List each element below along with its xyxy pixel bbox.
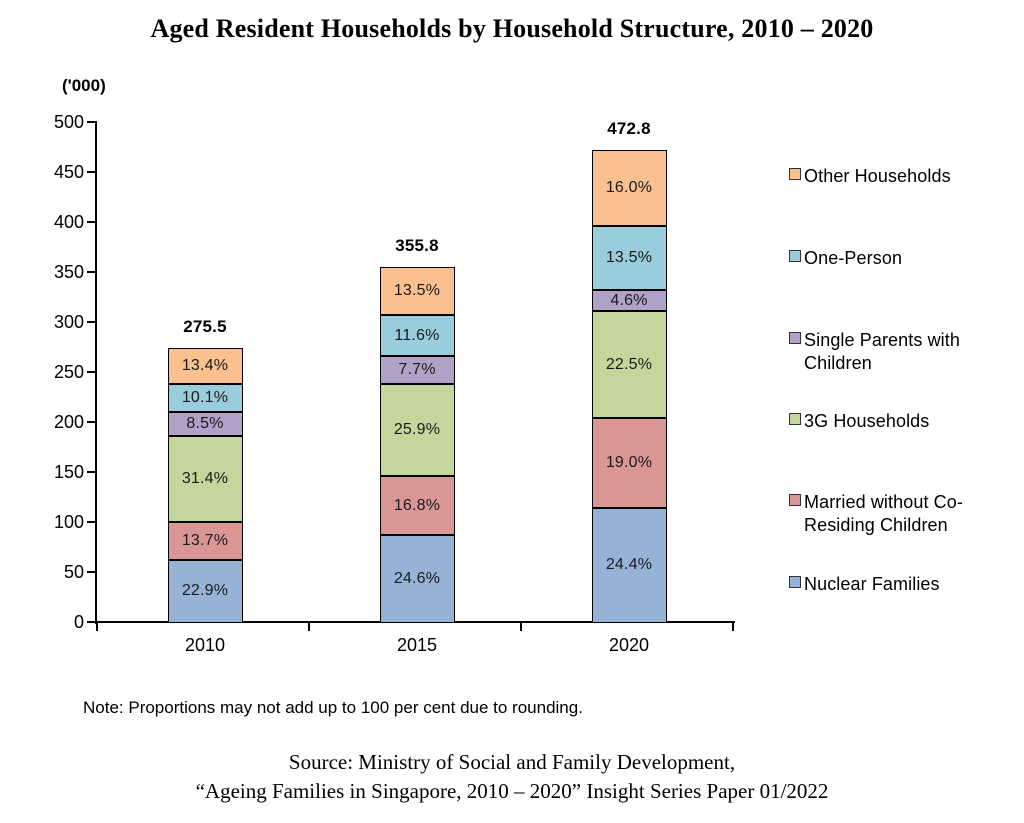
legend-item: 3G Households	[789, 410, 988, 433]
bar-segment: 13.4%	[167, 347, 243, 385]
x-axis-category-label: 2010	[184, 635, 226, 655]
stacked-bar: 24.4% 19.0% 22.5% 4.6% 13.5% 16.0%	[591, 150, 667, 623]
bar-segment: 24.4%	[591, 507, 667, 623]
segment-percent-label: 22.9%	[181, 582, 229, 600]
legend-swatch	[789, 250, 801, 262]
stacked-bar: 24.6% 16.8% 25.9% 7.7% 11.6% 13.5%	[379, 266, 455, 623]
legend-item: One-Person	[789, 247, 988, 270]
legend-item: Nuclear Families	[789, 573, 988, 596]
bar-segment: 25.9%	[379, 383, 455, 476]
y-axis-tick-label: 50	[63, 562, 84, 582]
y-axis-tick-label: 400	[53, 212, 84, 232]
bar-segment: 22.5%	[591, 311, 667, 418]
chart-title: Aged Resident Households by Household St…	[150, 14, 874, 43]
legend-swatch	[789, 576, 801, 588]
y-axis-tick	[87, 271, 95, 273]
legend-label: Nuclear Families	[804, 574, 940, 594]
segment-percent-label: 16.0%	[605, 179, 653, 197]
legend-label: Single Parents with Children	[804, 330, 960, 373]
source-line-2: “Ageing Families in Singapore, 2010 – 20…	[195, 779, 829, 803]
legend-item: Single Parents with Children	[789, 329, 988, 375]
x-axis-category-label: 2020	[608, 635, 650, 655]
segment-percent-label: 25.9%	[393, 420, 441, 438]
bar-segment: 19.0%	[591, 417, 667, 508]
bar-segment: 24.6%	[379, 535, 455, 623]
bar-segment: 8.5%	[167, 412, 243, 436]
x-axis-tick	[732, 623, 734, 631]
bar-segment: 31.4%	[167, 435, 243, 523]
x-axis-tick	[520, 623, 522, 631]
y-axis-tick-label: 150	[53, 462, 84, 482]
y-axis-tick	[87, 621, 95, 623]
bar-total-label: 472.8	[607, 119, 651, 139]
legend-swatch	[789, 332, 801, 344]
bar-segment: 22.9%	[167, 559, 243, 623]
y-axis-tick	[87, 421, 95, 423]
segment-percent-label: 19.0%	[605, 453, 653, 471]
segment-percent-label: 22.5%	[605, 355, 653, 373]
y-axis-tick-label: 350	[53, 262, 84, 282]
y-axis-tick	[87, 321, 95, 323]
y-axis-tick-label: 200	[53, 412, 84, 432]
segment-percent-label: 8.5%	[186, 414, 224, 432]
legend-swatch	[789, 168, 801, 180]
y-axis-tick	[87, 571, 95, 573]
legend-label: Other Households	[804, 166, 951, 186]
segment-percent-label: 16.8%	[393, 496, 441, 514]
bar-segment: 13.5%	[379, 266, 455, 315]
bar-segment: 16.8%	[379, 475, 455, 536]
segment-percent-label: 7.7%	[398, 360, 436, 378]
bar-total-label: 275.5	[183, 316, 227, 336]
legend-swatch	[789, 413, 801, 425]
legend-label: One-Person	[804, 248, 903, 268]
bar-segment: 4.6%	[591, 289, 667, 312]
legend-item: Married without Co-Residing Children	[789, 491, 988, 537]
y-axis-tick-label: 250	[53, 362, 84, 382]
segment-percent-label: 11.6%	[394, 326, 440, 344]
segment-percent-label: 24.4%	[605, 556, 653, 574]
x-axis-tick	[96, 623, 98, 631]
y-axis-tick	[87, 171, 95, 173]
x-axis-category-label: 2015	[396, 635, 438, 655]
segment-percent-label: 13.7%	[181, 532, 229, 550]
y-axis-tick	[87, 471, 95, 473]
y-axis-tick-label: 300	[53, 312, 84, 332]
x-axis-tick	[308, 623, 310, 631]
stacked-bar: 22.9% 13.7% 31.4% 8.5% 10.1% 13.4%	[167, 347, 243, 623]
note-text: Note: Proportions may not add up to 100 …	[83, 698, 583, 717]
segment-percent-label: 4.6%	[610, 291, 648, 309]
segment-percent-label: 31.4%	[181, 469, 229, 487]
segment-percent-label: 24.6%	[393, 570, 441, 588]
y-axis-line	[95, 121, 97, 624]
bar-segment: 16.0%	[591, 150, 667, 226]
bar-total-label: 355.8	[395, 236, 439, 256]
legend-label: Married without Co-Residing Children	[804, 492, 963, 535]
bar-segment: 13.5%	[591, 225, 667, 290]
y-axis-tick-label: 450	[53, 162, 84, 182]
bar-segment: 7.7%	[379, 356, 455, 384]
y-axis-tick-label: 100	[53, 512, 84, 532]
y-axis-tick	[87, 371, 95, 373]
source-text: Source: Ministry of Social and Family De…	[0, 748, 1024, 806]
segment-percent-label: 13.5%	[393, 281, 441, 299]
bar-segment: 11.6%	[379, 314, 455, 357]
y-axis-tick-label: 0	[73, 612, 84, 632]
y-axis-tick	[87, 521, 95, 523]
segment-percent-label: 13.4%	[181, 356, 229, 374]
y-axis-tick	[87, 221, 95, 223]
legend-label: 3G Households	[804, 411, 930, 431]
segment-percent-label: 10.1%	[181, 389, 229, 407]
bar-segment: 13.7%	[167, 522, 243, 560]
y-axis-tick-label: 500	[53, 112, 84, 132]
legend-item: Other Households	[789, 165, 988, 188]
legend-swatch	[789, 494, 801, 506]
y-axis-tick	[87, 121, 95, 123]
legend: Other Households One-Person Single Parents…	[789, 0, 999, 700]
segment-percent-label: 13.5%	[605, 248, 653, 266]
bar-segment: 10.1%	[167, 384, 243, 413]
source-line-1: Source: Ministry of Social and Family De…	[288, 750, 736, 774]
y-axis-unit-label: ('000)	[62, 76, 106, 95]
